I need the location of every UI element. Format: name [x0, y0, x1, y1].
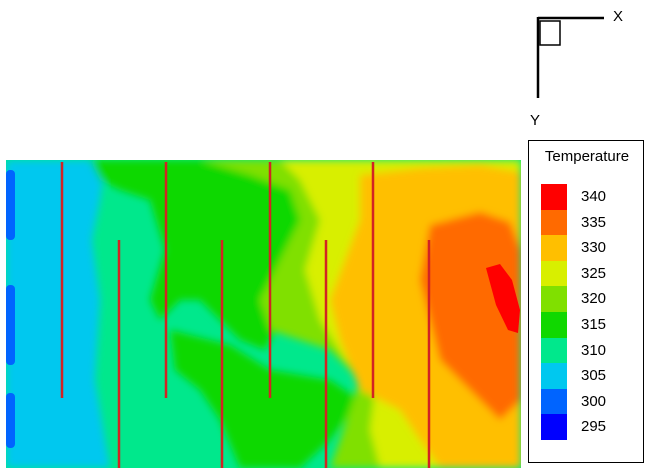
x-axis-label: X — [613, 8, 624, 25]
legend-swatch-300 — [541, 388, 567, 415]
legend-swatch-340 — [541, 184, 567, 210]
legend-value-335: 335 — [581, 213, 607, 231]
legend-value-300: 300 — [581, 392, 607, 410]
legend-swatch-335 — [541, 209, 567, 236]
legend-swatch-330 — [541, 235, 567, 261]
legend-swatch-320 — [541, 286, 567, 312]
legend-swatch-305 — [541, 363, 567, 389]
axis-triad — [536, 16, 604, 98]
legend-swatch-310 — [541, 337, 567, 364]
legend-value-315: 315 — [581, 316, 607, 333]
legend-value-295: 295 — [581, 418, 607, 436]
contour-field — [6, 160, 521, 468]
legend-value-305: 305 — [581, 367, 607, 385]
legend-value-310: 310 — [581, 341, 607, 359]
legend-value-340: 340 — [581, 188, 607, 205]
baffles — [60, 162, 431, 468]
legend-value-320: 320 — [581, 290, 607, 308]
legend-title: Temperature — [544, 148, 630, 165]
legend-swatch-295 — [541, 414, 567, 440]
legend-value-325: 325 — [581, 264, 607, 282]
y-axis-label: Y — [530, 112, 541, 129]
legend-swatch-315 — [541, 312, 567, 338]
legend-swatch-325 — [541, 260, 567, 287]
temperature-legend: Temperature 340 335 330 325 320 315 310 305 300 2… — [528, 140, 644, 463]
legend-value-330: 330 — [581, 239, 607, 257]
